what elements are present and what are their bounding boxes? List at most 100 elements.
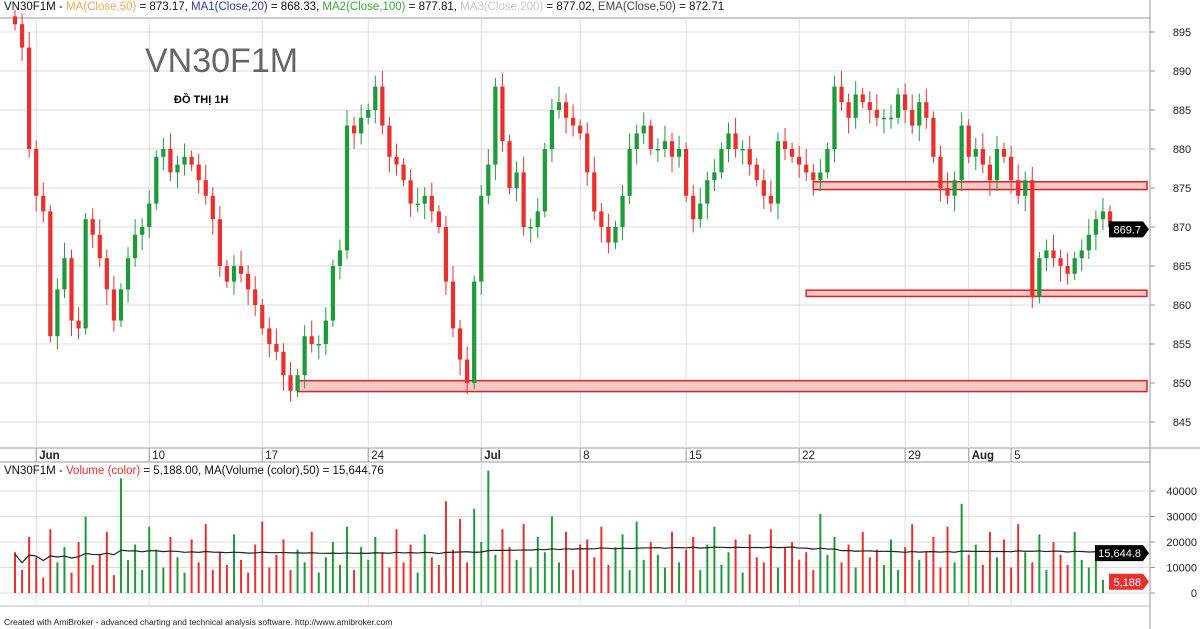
candle <box>260 298 265 335</box>
candle <box>910 94 915 135</box>
candle-body <box>634 133 639 149</box>
volume-bar <box>204 524 207 593</box>
candle <box>726 122 731 163</box>
candle <box>994 135 1000 192</box>
volume-bar <box>381 552 384 593</box>
volume-bar <box>176 557 179 593</box>
candle <box>606 213 611 254</box>
candle-body <box>132 234 138 259</box>
candle-body <box>578 125 583 134</box>
candle-body <box>479 195 484 282</box>
candle-body <box>846 102 851 118</box>
volume-bar <box>663 567 666 593</box>
candle <box>161 138 166 171</box>
indicator-label: MA1(Close,20) <box>191 1 268 13</box>
candle-body <box>726 133 731 149</box>
candle <box>267 317 272 358</box>
volume-bar <box>388 567 391 593</box>
candle <box>443 216 449 295</box>
candle <box>83 212 88 335</box>
indicator-value: = 868.33, <box>267 1 323 13</box>
volume-bar <box>565 531 568 593</box>
candle-body <box>747 149 752 165</box>
volume-bar <box>861 531 864 593</box>
candle <box>507 134 512 195</box>
candle <box>987 156 993 196</box>
volume-bar <box>875 549 878 593</box>
indicator-label: MA3(Close,200) <box>460 1 544 13</box>
candle <box>422 187 427 220</box>
volume-bar <box>282 539 285 593</box>
candle <box>415 188 420 213</box>
volume-bar <box>508 547 511 593</box>
candle <box>839 71 844 111</box>
volume-bar <box>685 549 688 593</box>
price-tick-label: 875 <box>1173 183 1191 195</box>
date-tick-label: 22 <box>802 450 815 462</box>
candle <box>662 125 668 158</box>
candle <box>917 93 922 142</box>
volume-bar <box>981 564 984 593</box>
candle-body <box>154 156 159 204</box>
candle <box>203 164 208 205</box>
volume-bar <box>268 567 271 593</box>
candle <box>436 205 441 234</box>
footer-credit: Created with AmiBroker - advanced charti… <box>4 617 393 627</box>
last-price-label: 869.7 <box>1109 221 1149 238</box>
candle <box>888 104 894 129</box>
candle <box>27 32 32 158</box>
indicator-value: = 872.71 <box>675 1 725 13</box>
candle <box>895 88 901 125</box>
candle <box>740 140 745 165</box>
candle-body <box>55 289 60 337</box>
candle <box>782 127 788 160</box>
date-tick-label: 29 <box>908 450 921 462</box>
candle-body <box>401 164 406 181</box>
volume-bar <box>692 536 695 593</box>
volume-bar <box>918 559 921 593</box>
candle <box>359 104 364 145</box>
volume-bar <box>91 564 94 593</box>
indicator-value: = 877.81, <box>405 1 461 13</box>
candle <box>168 133 173 181</box>
candle-body <box>450 281 456 329</box>
candle-body <box>118 289 124 321</box>
candle-body <box>147 203 152 227</box>
candle <box>500 73 505 153</box>
candle-body <box>224 266 230 282</box>
volume-bar <box>515 559 518 593</box>
candle <box>401 158 406 187</box>
candle-body <box>881 117 887 120</box>
candle <box>789 142 795 164</box>
volume-bar <box>1052 542 1055 593</box>
candle-body <box>34 149 39 196</box>
volume-bar <box>338 564 341 593</box>
volume-bar <box>678 562 681 593</box>
candle <box>846 93 851 134</box>
candle-body <box>1030 180 1035 298</box>
candle <box>118 283 124 327</box>
price-pane-header: VN30F1M - MA(Close,50) = 873.17, MA1(Clo… <box>4 1 724 13</box>
candle-body <box>309 336 314 344</box>
candle-body <box>895 94 901 118</box>
candle <box>952 171 957 212</box>
candle <box>175 156 180 188</box>
candle <box>521 156 526 236</box>
volume-bar <box>1017 524 1020 593</box>
candle-body <box>19 24 25 48</box>
volume-bar <box>522 524 525 593</box>
candle-body <box>182 156 187 165</box>
candle <box>457 319 463 376</box>
candle <box>903 83 908 124</box>
candle-body <box>521 172 526 227</box>
candle <box>528 218 533 243</box>
candle-body <box>698 203 703 220</box>
volume-bar <box>225 564 228 593</box>
candle-body <box>585 133 590 173</box>
volume-ma-label-bg <box>1095 545 1149 562</box>
candle-body <box>125 258 131 290</box>
candle <box>380 71 385 135</box>
candle <box>549 99 555 163</box>
candle-body <box>168 149 173 173</box>
